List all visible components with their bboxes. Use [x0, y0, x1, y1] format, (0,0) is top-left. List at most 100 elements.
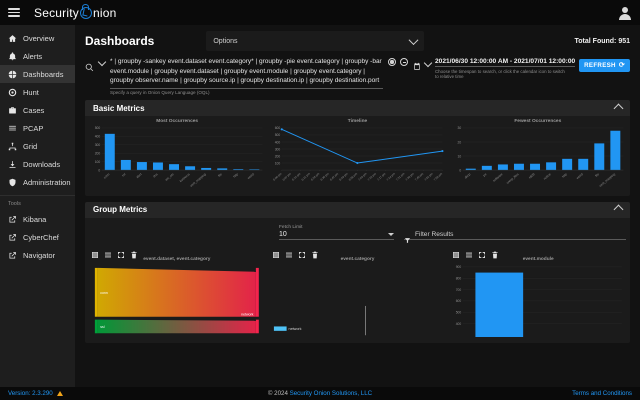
refresh-button[interactable]: REFRESH ⟳: [579, 59, 630, 72]
grid-view-icon[interactable]: [272, 246, 280, 258]
svg-text:400: 400: [95, 135, 101, 139]
calendar-icon[interactable]: [413, 58, 421, 70]
sidebar-item-pcap[interactable]: PCAP: [0, 119, 75, 137]
total-found-label: Total Found: 951: [574, 37, 630, 45]
external-link-icon: [8, 251, 17, 260]
sidebar-item-administration[interactable]: Administration: [0, 173, 75, 191]
fullscreen-icon[interactable]: [478, 246, 486, 258]
chart-most-occurrences: Most Occurrences 0 100 200 300 400 500 conn ssl…: [89, 119, 265, 192]
sidebar-item-label: Alerts: [23, 51, 43, 61]
tools-section-header: Tools: [0, 195, 75, 210]
svg-text:kerberos: kerberos: [179, 172, 191, 183]
group-metrics-header[interactable]: Group Metrics: [85, 201, 630, 218]
svg-text:200: 200: [275, 154, 281, 158]
time-range-value[interactable]: 2021/06/30 12:00:00 AM - 2021/07/01 12:0…: [435, 58, 576, 67]
svg-text:7:17 pm: 7:17 pm: [376, 171, 387, 181]
sidebar-item-overview[interactable]: Overview: [0, 29, 75, 47]
pie-chart[interactable]: network: [270, 264, 446, 337]
chevron-up-icon[interactable]: [613, 103, 624, 113]
refresh-button-label: REFRESH: [584, 62, 616, 69]
sidebar-item-grid[interactable]: Grid: [0, 137, 75, 155]
sidebar-item-navigator[interactable]: Navigator: [0, 246, 75, 264]
external-link-icon: [8, 215, 17, 224]
query-action-icons: [388, 58, 408, 66]
copyright-link[interactable]: Security Onion Solutions, LLC: [289, 390, 373, 397]
group-metrics-body: Fetch Limit 10 Filter Results: [85, 218, 630, 343]
chart-title: Timeline: [347, 119, 368, 124]
remove-filter-icon[interactable]: [400, 58, 408, 66]
sidebar-item-cyberchef[interactable]: CyberChef: [0, 228, 75, 246]
briefcase-icon: [8, 106, 17, 115]
sidebar-item-downloads[interactable]: Downloads: [0, 155, 75, 173]
sidebar-item-hunt[interactable]: Hunt: [0, 83, 75, 101]
options-dropdown[interactable]: Options: [206, 31, 425, 51]
app-logo: Security nion: [34, 3, 117, 20]
svg-text:100: 100: [95, 160, 101, 164]
grid-view-icon[interactable]: [452, 246, 460, 258]
brand-name-suffix: nion: [92, 5, 117, 20]
time-range-picker[interactable]: 2021/06/30 12:00:00 AM - 2021/07/01 12:0…: [413, 58, 630, 79]
query-input-wrapper[interactable]: * | groupby -sankey event.dataset event.…: [110, 57, 383, 95]
sidebar-item-kibana[interactable]: Kibana: [0, 210, 75, 228]
hamburger-menu-icon[interactable]: [8, 8, 20, 17]
group-panel-title: event.dataset, event.category: [143, 256, 211, 262]
shield-icon: [8, 178, 17, 187]
account-icon[interactable]: [618, 6, 632, 20]
fetch-limit-select[interactable]: 10: [279, 231, 394, 240]
list-view-icon[interactable]: [465, 246, 473, 257]
time-range-chevron-icon[interactable]: [423, 58, 433, 68]
sidebar-item-dashboards[interactable]: Dashboards: [0, 65, 75, 83]
fullscreen-icon[interactable]: [298, 246, 306, 258]
svg-text:6:42 pm: 6:42 pm: [329, 171, 340, 181]
add-filter-icon[interactable]: [388, 58, 396, 66]
sankey-chart[interactable]: conn network ssl: [89, 264, 265, 337]
panel-toolbar: [89, 246, 265, 258]
svg-text:weird: weird: [247, 172, 255, 180]
body-wrapper: Overview Alerts Dashboards Hunt Cases PC: [0, 25, 640, 387]
chevron-up-icon[interactable]: [613, 204, 624, 215]
most-occurrences-bar-chart[interactable]: 0 100 200 300 400 500 conn ssl alert dns etc_etc ke…: [89, 125, 265, 192]
terms-link[interactable]: Terms and Conditions: [572, 390, 632, 397]
basic-metrics-header[interactable]: Basic Metrics: [85, 100, 630, 116]
query-input[interactable]: * | groupby -sankey event.dataset event.…: [110, 57, 383, 89]
svg-text:smb_mapping: smb_mapping: [598, 172, 616, 188]
search-icon[interactable]: [85, 59, 94, 72]
group-panel-pie: event.category network: [270, 246, 446, 337]
event-module-bar-chart[interactable]: 400 500 600 700 800 900: [450, 264, 626, 337]
filter-results-field[interactable]: Filter Results: [404, 231, 626, 243]
svg-text:300: 300: [95, 143, 101, 147]
delete-icon[interactable]: [130, 246, 138, 258]
svg-text:6:07 pm: 6:07 pm: [282, 171, 293, 181]
time-range-column: 2021/06/30 12:00:00 AM - 2021/07/01 12:0…: [435, 58, 576, 79]
grid-view-icon[interactable]: [91, 246, 99, 258]
chevron-down-icon: [388, 232, 394, 236]
fullscreen-icon[interactable]: [117, 246, 125, 258]
refresh-icon: ⟳: [618, 62, 625, 69]
svg-text:http: http: [232, 172, 239, 179]
svg-text:ssl: ssl: [121, 172, 127, 178]
fewest-occurrences-bar-chart[interactable]: 0 10 20 30 dhcp pe software snmp_files x509 notic…: [450, 125, 626, 192]
delete-icon[interactable]: [311, 246, 319, 258]
svg-text:6:35 pm: 6:35 pm: [320, 171, 331, 181]
main-content: Dashboards Options Total Found: 951 * | …: [75, 25, 640, 387]
sidebar-item-alerts[interactable]: Alerts: [0, 47, 75, 65]
delete-icon[interactable]: [491, 246, 499, 258]
top-bar: Security nion: [0, 0, 640, 25]
funnel-icon: [404, 231, 411, 243]
svg-text:700: 700: [456, 287, 462, 291]
query-history-chevron-icon[interactable]: [97, 57, 107, 67]
version-label: Version: 2.3.290: [8, 390, 53, 397]
svg-text:7:24 pm: 7:24 pm: [386, 171, 397, 181]
sidebar-item-cases[interactable]: Cases: [0, 101, 75, 119]
svg-text:6:21 pm: 6:21 pm: [301, 171, 312, 181]
group-metrics-title: Group Metrics: [93, 205, 148, 215]
group-metrics-panel: Group Metrics Fetch Limit 10: [85, 201, 630, 343]
list-view-icon[interactable]: [104, 246, 112, 257]
svg-text:400: 400: [275, 140, 281, 144]
svg-text:400: 400: [456, 321, 462, 325]
svg-text:800: 800: [456, 276, 462, 280]
basic-metrics-panel: Basic Metrics Most Occurrences 0 100 200 30…: [85, 100, 630, 196]
list-view-icon[interactable]: [285, 246, 293, 257]
